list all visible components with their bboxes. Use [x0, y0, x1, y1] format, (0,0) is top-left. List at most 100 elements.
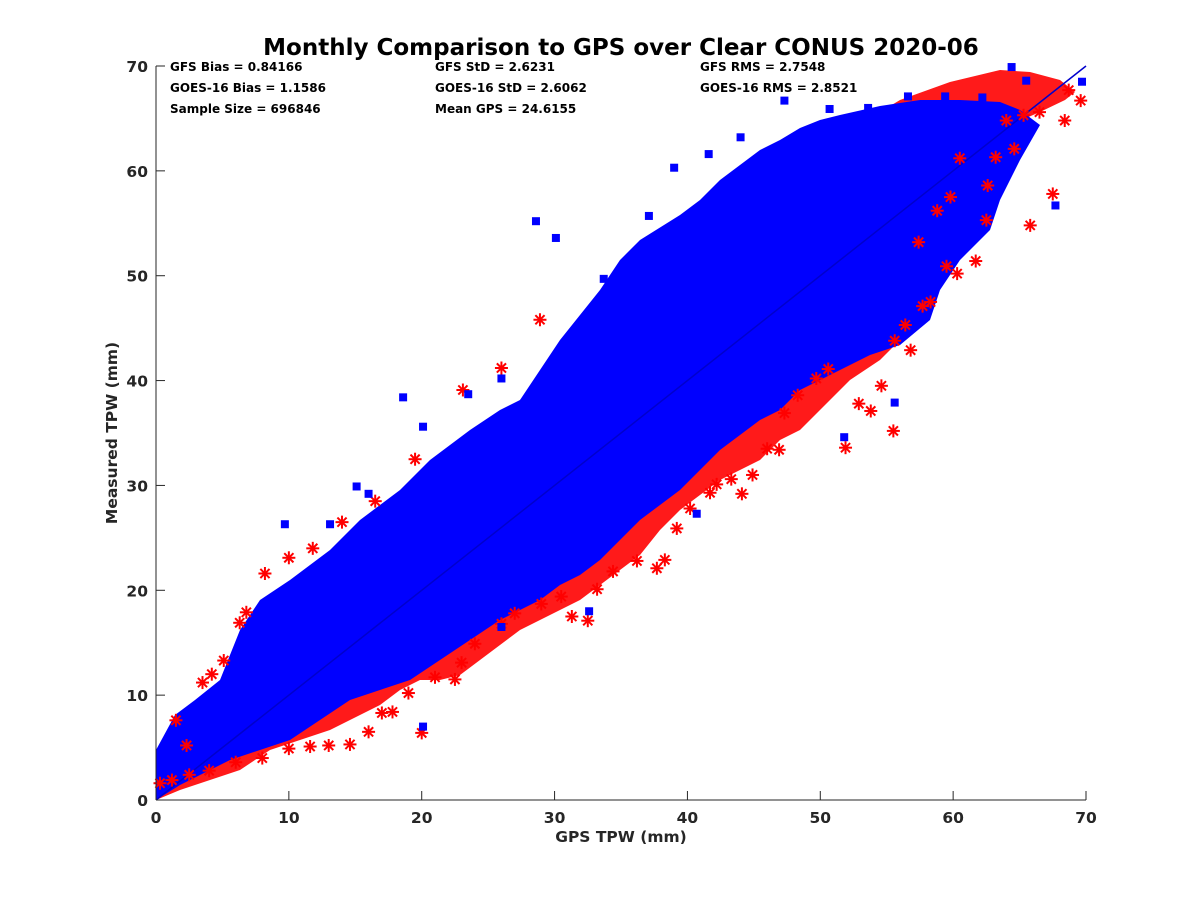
goes16-point — [953, 151, 967, 165]
goes16-point — [385, 705, 399, 719]
goes16-point — [969, 254, 983, 268]
goes16-point — [710, 477, 724, 491]
goes16-point — [494, 361, 508, 375]
goes16-point — [735, 487, 749, 501]
goes16-point — [205, 667, 219, 681]
goes16-point — [683, 501, 697, 515]
stat-goes16-bias: GOES-16 Bias = 1.1586 — [170, 81, 326, 95]
goes16-point — [401, 686, 415, 700]
x-tick-label: 60 — [942, 809, 964, 827]
gfs-point — [352, 482, 361, 491]
goes16-point — [202, 764, 216, 778]
gfs-point — [551, 233, 560, 242]
x-tick-label: 10 — [278, 809, 300, 827]
goes16-point — [888, 334, 902, 348]
goes16-point — [165, 773, 179, 787]
gfs-point — [1022, 76, 1031, 85]
goes16-point — [169, 713, 183, 727]
goes16-point — [534, 597, 548, 611]
goes16-point — [658, 553, 672, 567]
x-tick-label: 0 — [151, 809, 162, 827]
one-to-one-line-group — [155, 65, 1087, 801]
goes16-point — [428, 670, 442, 684]
goes16-point — [468, 637, 482, 651]
y-tick-label: 30 — [126, 477, 148, 495]
gfs-point — [464, 390, 473, 399]
goes16-point — [839, 441, 853, 455]
goes16-point — [1023, 218, 1037, 232]
stat-sample-size: Sample Size = 696846 — [170, 102, 321, 116]
goes16-point — [898, 318, 912, 332]
gfs-point — [326, 520, 335, 529]
y-axis-label: Measured TPW (mm) — [103, 342, 121, 524]
x-tick-label: 50 — [809, 809, 831, 827]
goes16-point — [282, 551, 296, 565]
stat-goes16-std: GOES-16 StD = 2.6062 — [435, 81, 587, 95]
gfs-point — [704, 150, 713, 159]
goes16-point — [362, 725, 376, 739]
goes16-point — [606, 564, 620, 578]
gfs-point — [825, 104, 834, 113]
goes16-point — [979, 213, 993, 227]
y-tick-label: 40 — [126, 373, 148, 391]
goes16-point — [950, 267, 964, 281]
goes16-point — [1046, 187, 1060, 201]
gfs-point — [497, 374, 506, 383]
chart-title: Monthly Comparison to GPS over Clear CON… — [263, 35, 979, 61]
gfs-points — [280, 63, 1087, 731]
goes16-point — [229, 755, 243, 769]
goes16-point — [448, 672, 462, 686]
goes16-point — [408, 452, 422, 466]
stat-gfs-bias: GFS Bias = 0.84166 — [170, 60, 302, 74]
goes16-point — [1033, 105, 1046, 119]
stat-goes16-rms: GOES-16 RMS = 2.8521 — [700, 81, 857, 95]
stat-gfs-std: GFS StD = 2.6231 — [435, 60, 555, 74]
gfs-point — [736, 133, 745, 142]
goes16-points — [153, 83, 1088, 790]
goes16-point — [303, 740, 317, 754]
goes16-point — [864, 404, 878, 418]
goes16-point — [533, 313, 547, 327]
gfs-point — [670, 163, 679, 172]
goes16-point — [1017, 108, 1031, 122]
gfs-point — [890, 398, 899, 407]
goes16-point — [904, 343, 918, 357]
x-tick-label: 70 — [1075, 809, 1097, 827]
goes16-point — [581, 614, 595, 628]
goes16-point — [1007, 142, 1021, 156]
gfs-point — [978, 93, 987, 102]
goes16-point — [630, 554, 644, 568]
goes16-point — [912, 235, 926, 249]
goes16-point — [724, 472, 738, 486]
goes16-point — [703, 486, 717, 500]
gfs-point — [1007, 63, 1016, 72]
gfs-point — [941, 92, 950, 101]
goes16-point — [760, 442, 774, 456]
goes16-point — [930, 204, 944, 218]
goes16-point — [343, 737, 357, 751]
goes16-point — [1062, 83, 1076, 97]
y-tick-label: 0 — [137, 792, 148, 810]
goes16-point — [746, 468, 760, 482]
x-tick-label: 40 — [677, 809, 699, 827]
goes16-point — [821, 362, 835, 376]
one-to-one-line — [155, 65, 1087, 801]
goes16-point — [1074, 94, 1088, 108]
stats-block: GFS Bias = 0.84166 GFS StD = 2.6231 GFS … — [170, 60, 857, 116]
goes16-point — [772, 443, 786, 457]
goes16-point — [258, 567, 272, 581]
gfs-point — [419, 722, 428, 731]
goes16-point — [874, 379, 888, 393]
goes16-point — [455, 656, 469, 670]
goes16-point — [368, 494, 382, 508]
goes16-point — [981, 179, 995, 193]
goes16-point — [791, 388, 805, 402]
gfs-point — [585, 607, 594, 616]
gfs-point — [399, 393, 408, 402]
goes16-point — [650, 561, 664, 575]
goes16-point — [180, 738, 194, 752]
y-tick-label: 60 — [126, 163, 148, 181]
goes16-point — [508, 606, 522, 620]
stat-gfs-rms: GFS RMS = 2.7548 — [700, 60, 825, 74]
y-tick-label: 70 — [126, 58, 148, 76]
